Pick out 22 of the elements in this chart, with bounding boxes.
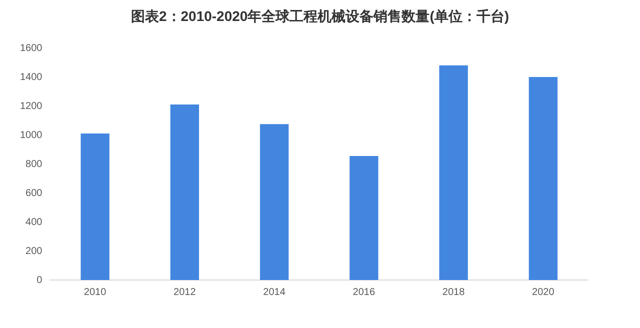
bar — [260, 124, 289, 280]
bar — [528, 77, 558, 280]
y-tick-label: 1000 — [20, 130, 43, 141]
x-tick-label: 2014 — [263, 286, 286, 298]
x-tick-label: 2018 — [442, 286, 466, 298]
y-tick-label: 0 — [36, 274, 43, 286]
y-tick-label: 200 — [26, 246, 43, 257]
y-tick-label: 600 — [26, 188, 43, 199]
y-tick-label: 800 — [26, 158, 43, 170]
bar — [80, 134, 110, 280]
chart-title: 图表2：2010-2020年全球工程机械设备销售数量(单位：千台) — [130, 8, 510, 26]
y-tick-label: 1600 — [20, 42, 43, 54]
x-tick-label: 2020 — [532, 286, 555, 298]
x-tick-label: 2012 — [174, 286, 196, 298]
bar — [170, 104, 200, 280]
bar — [350, 156, 378, 280]
x-tick-label: 2010 — [84, 286, 107, 298]
x-tick-label: 2016 — [352, 286, 376, 298]
y-tick-label: 1200 — [20, 100, 43, 112]
y-tick-label: 400 — [26, 216, 43, 228]
bar — [439, 65, 468, 280]
y-tick-label: 1400 — [20, 72, 43, 83]
